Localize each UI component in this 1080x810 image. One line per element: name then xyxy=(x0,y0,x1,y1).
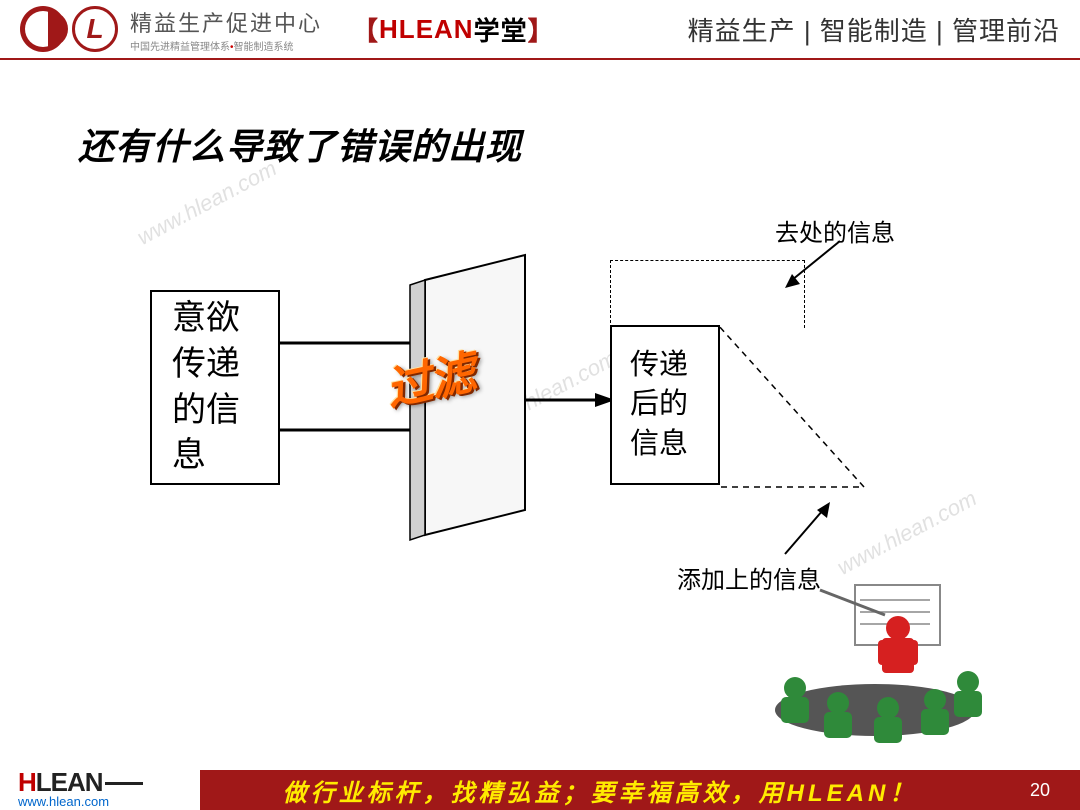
footer-slogan: 做行业标杆，找精弘益；要幸福高效，用HLEAN！ xyxy=(200,770,1000,810)
footer-lean: LEAN xyxy=(36,767,103,797)
page-number: 20 xyxy=(1000,770,1080,810)
footer-h: H xyxy=(18,767,36,797)
removed-box xyxy=(610,260,805,328)
arrow-added xyxy=(775,492,845,567)
header: L 精益生产促进中心 中国先进精益管理体系•智能制造系统 【 HLEAN 学堂 … xyxy=(0,0,1080,60)
page-title: 还有什么导致了错误的出现 xyxy=(78,118,522,170)
brand-badge: 【 HLEAN 学堂 】 xyxy=(352,11,555,48)
filter-diagram: 意欲传递的信息 过滤 传递后的信息 去处的信息 添加上的信息 xyxy=(80,210,980,590)
source-box: 意欲传递的信息 xyxy=(150,290,280,485)
arrow-source-bottom xyxy=(280,420,430,445)
footer-url: www.hlean.com xyxy=(18,794,200,809)
added-shape xyxy=(716,325,866,490)
logo-l-icon: L xyxy=(72,6,118,52)
footer: HLEAN www.hlean.com 做行业标杆，找精弘益；要幸福高效，用HL… xyxy=(0,770,1080,810)
arrow-filter-out xyxy=(525,390,615,415)
filtered-box: 传递后的信息 xyxy=(610,325,720,485)
org-sub: 中国先进精益管理体系•智能制造系统 xyxy=(130,38,322,53)
meeting-illustration xyxy=(760,580,990,750)
logo-c-icon xyxy=(20,6,66,52)
org-text: 精益生产促进中心 中国先进精益管理体系•智能制造系统 xyxy=(130,6,322,53)
header-tags: 精益生产 | 智能制造 | 管理前沿 xyxy=(688,11,1060,48)
org-main: 精益生产促进中心 xyxy=(130,6,322,38)
footer-logo: HLEAN www.hlean.com xyxy=(0,770,200,810)
